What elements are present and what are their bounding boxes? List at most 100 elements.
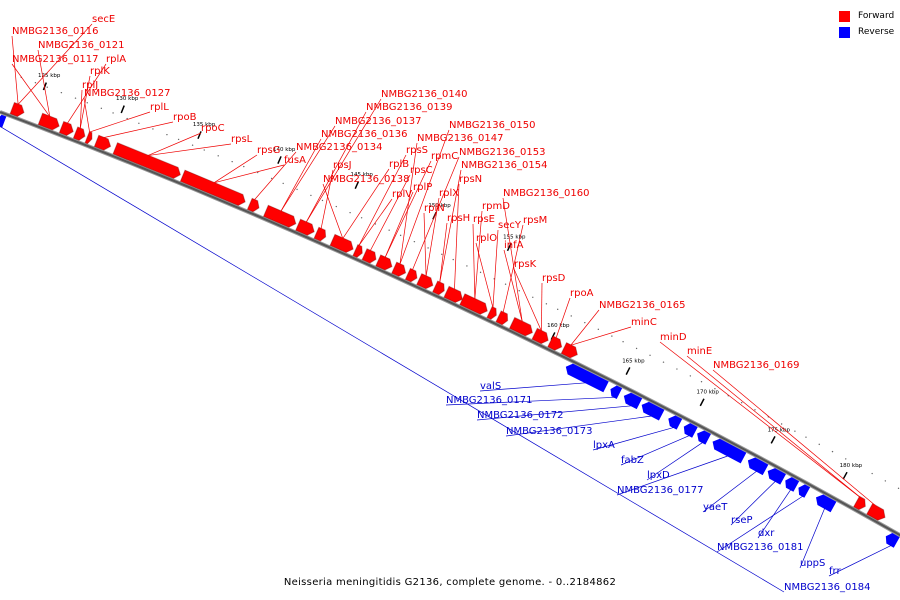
gene-label: NMBG2136_0117 — [12, 54, 98, 65]
minor-dot — [203, 149, 205, 151]
reverse-gene — [641, 401, 665, 421]
reverse-gene — [683, 423, 698, 438]
label-leader — [79, 89, 83, 129]
gene-label: NMBG2136_0184 — [784, 582, 870, 593]
forward-gene — [9, 101, 25, 118]
label-leader — [358, 198, 393, 246]
label-leader — [305, 98, 382, 223]
gene-label: secY — [498, 220, 522, 231]
label-leader — [11, 63, 51, 117]
forward-gene — [547, 335, 563, 351]
label-leader — [475, 242, 494, 308]
minor-dot — [270, 177, 273, 180]
gene-label: rpmD — [482, 201, 510, 212]
minor-dot — [466, 265, 468, 267]
label-leader — [799, 508, 826, 569]
gene-label: minC — [631, 317, 657, 328]
label-leader — [454, 183, 460, 290]
tick-label: 140 kbp — [273, 147, 296, 153]
minor-dot — [479, 271, 482, 274]
label-leader — [280, 138, 322, 212]
label-leader — [103, 121, 174, 138]
gene-label: secE — [92, 14, 115, 25]
gene-label: rpsE — [473, 214, 495, 225]
gene-label: lpxD — [647, 470, 670, 481]
gene-label: NMBG2136_0134 — [296, 142, 382, 153]
reverse-gene — [815, 494, 837, 513]
gene-label: NMBG2136_0172 — [477, 410, 563, 421]
label-leader — [502, 197, 523, 322]
minor-dot — [231, 160, 233, 163]
label-leader — [213, 154, 258, 184]
tick-label: 160 kbp — [547, 323, 570, 329]
reverse-gene — [697, 430, 711, 445]
forward-gene — [531, 327, 549, 345]
label-leader — [439, 169, 462, 283]
tick-label: 135 kbp — [193, 122, 216, 128]
forward-gene — [560, 341, 578, 359]
label-leader — [89, 111, 151, 133]
forward-gene — [112, 142, 181, 179]
minor-dot — [100, 107, 103, 110]
gene-label: uppS — [800, 558, 825, 569]
label-leader — [147, 132, 202, 156]
label-leader — [254, 151, 297, 201]
gene-label: fusA — [284, 155, 306, 166]
forward-gene — [486, 305, 497, 320]
minor-dot — [374, 223, 377, 225]
gene-label: NMBG2136_0160 — [503, 188, 589, 199]
minor-dot — [427, 247, 429, 249]
forward-gene — [246, 197, 260, 213]
minor-dot — [504, 283, 507, 285]
legend: Forward Reverse — [839, 8, 894, 40]
minor-dot — [871, 472, 873, 475]
label-leader — [399, 142, 418, 265]
label-leader — [369, 174, 411, 251]
label-leader — [828, 545, 892, 577]
gene-label: NMBG2136_0150 — [449, 120, 535, 131]
minor-dot — [152, 128, 154, 130]
minor-dot — [611, 335, 613, 337]
label-leader — [412, 156, 460, 271]
forward-gene — [431, 280, 445, 296]
tick-mark — [42, 82, 48, 91]
gene-label: rpoA — [570, 288, 594, 299]
gene-label: NMBG2136_0136 — [321, 129, 407, 140]
label-leader — [716, 495, 804, 553]
forward-gene — [361, 248, 377, 264]
reverse-gene — [565, 363, 609, 393]
tick-mark — [699, 398, 705, 407]
label-leader — [399, 129, 450, 265]
gene-label: rplN — [424, 203, 445, 214]
minor-dot — [413, 240, 416, 243]
gene-label: rpoC — [201, 123, 225, 134]
gene-label: frr — [829, 566, 841, 577]
backbone-shadow — [0, 110, 900, 538]
legend-forward: Forward — [839, 8, 894, 24]
gene-label: rpsD — [542, 273, 566, 284]
minor-dot — [46, 86, 48, 88]
forward-gene — [375, 254, 393, 271]
reverse-gene — [785, 477, 800, 492]
label-leader — [445, 396, 615, 406]
minor-dot — [321, 199, 324, 202]
reverse-gene — [885, 533, 900, 548]
minor-dot — [441, 253, 443, 255]
forward-swatch — [839, 10, 850, 22]
gene-label: rpsS — [406, 145, 428, 156]
gene-label: rplP — [413, 182, 432, 193]
minor-dot — [399, 234, 402, 237]
label-leader — [570, 309, 600, 346]
gene-label: rpsG — [257, 145, 280, 156]
gene-label: NMBG2136_0171 — [446, 395, 532, 406]
gene-label: rpsJ — [333, 160, 352, 171]
gene-label: rpsC — [410, 165, 433, 176]
tick-mark — [625, 367, 631, 375]
minor-dot — [700, 381, 703, 383]
minor-dot — [884, 480, 887, 482]
tick-mark — [770, 435, 776, 444]
label-leader — [702, 470, 757, 513]
label-leader — [280, 125, 336, 212]
label-leader — [147, 143, 232, 156]
gene-label: rplB — [389, 159, 409, 170]
